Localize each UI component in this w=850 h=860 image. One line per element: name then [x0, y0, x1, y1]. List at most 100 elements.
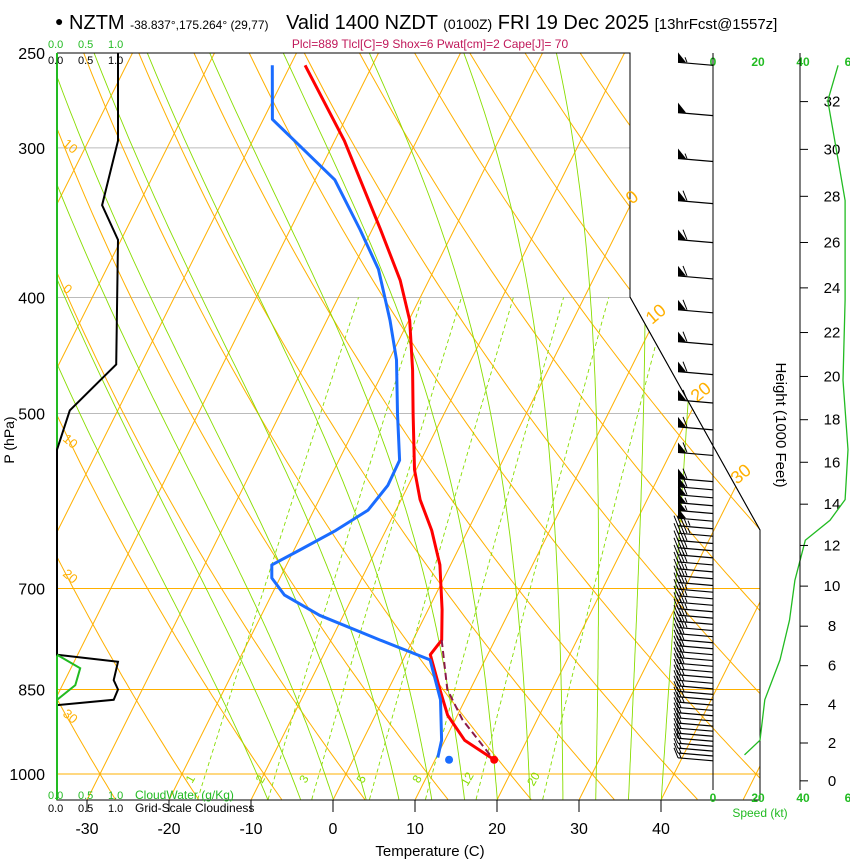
dry-adiabat [662, 53, 760, 800]
wind-barb-part [677, 656, 714, 662]
wind-barb-part [673, 617, 679, 628]
thermo-grid [0, 0, 760, 800]
moist-adiabat [102, 53, 433, 800]
pressure-tick-label: 300 [18, 141, 45, 158]
wind-barb-part [673, 647, 679, 658]
station-dot-icon: ● [55, 13, 64, 29]
wind-barb-part [679, 598, 685, 609]
isotherm [496, 53, 760, 800]
isotherm [57, 53, 109, 800]
wind-barb-part [677, 706, 714, 712]
wind-barb-icon [673, 530, 714, 545]
wind-barb-part [677, 651, 714, 656]
cloud-axis-label: 1.0 [108, 803, 123, 815]
wind-barb-part [677, 685, 714, 690]
temperature-tick-label: 30 [570, 821, 588, 838]
wind-barb-icon [673, 572, 714, 587]
wind-barb-icon [673, 718, 714, 732]
wind-barb-part [681, 680, 685, 687]
wind-barb-icon [673, 681, 714, 695]
dry-adiabat [455, 53, 760, 800]
wind-barb-part [678, 190, 686, 201]
wind-barb-part [676, 658, 682, 670]
wind-barb-icon [673, 641, 714, 656]
dry-adiabat [196, 53, 760, 800]
height-tick-label: 32 [824, 94, 841, 111]
plot-frame [56, 52, 761, 801]
dry-adiabat [57, 53, 283, 800]
height-tick-label: 26 [824, 234, 841, 251]
height-tick-label: 6 [828, 658, 836, 675]
wind-barb-part [684, 597, 688, 603]
speed-tick-label-top: 6 [845, 55, 850, 69]
wind-barb-part [682, 530, 688, 541]
wind-barb-part [673, 697, 679, 708]
wind-barb-part [682, 299, 688, 311]
wind-barb-part [682, 468, 688, 479]
wind-barb-part [678, 747, 682, 754]
mixing-ratio-line [425, 297, 565, 800]
wind-barb-part [677, 747, 714, 752]
wind-barb-part [676, 686, 682, 697]
wind-barb-part [677, 690, 714, 695]
wind-barb-part [677, 701, 714, 706]
wind-barb-part [677, 502, 714, 507]
wind-barb-part [682, 537, 688, 548]
temperature-tick-label: -10 [239, 821, 262, 838]
wind-barb-part [673, 737, 679, 749]
side-panels [56, 52, 849, 790]
wind-barb-part [679, 611, 685, 622]
mixing-ratio-line [267, 297, 423, 800]
cloud-axis-label: 1.0 [108, 790, 123, 802]
wind-barb-part [682, 361, 688, 372]
cloud-axis-label: 1.0 [108, 55, 123, 67]
cloud-axis-label: 0.0 [48, 55, 63, 67]
wind-barb-part [677, 595, 714, 600]
wind-barb-icon [677, 361, 714, 376]
wind-barb-icon [673, 670, 714, 684]
wind-barb-icon [677, 476, 714, 491]
wind-barb-part [678, 742, 682, 749]
wind-barb-part [677, 722, 714, 727]
temperature-tick-label: 10 [406, 821, 424, 838]
wind-barb-part [678, 752, 682, 759]
wind-barb-part [676, 653, 682, 664]
wind-barb-icon [673, 635, 714, 650]
wind-barb-icon [673, 737, 714, 752]
wind-barb-icon [673, 697, 714, 712]
wind-barb-icon [673, 733, 714, 747]
isotherm-label-left: 30 [60, 706, 81, 727]
wind-barb-part [681, 691, 685, 697]
wind-barb-part [679, 585, 685, 596]
wind-barb-part [678, 476, 686, 487]
moist-adiabat [57, 53, 269, 800]
height-tick-label: 18 [824, 412, 841, 429]
mixing-ratio-label: 12 [458, 769, 477, 788]
speed-tick-label-bottom: 20 [751, 791, 765, 805]
wind-barb-part [684, 505, 688, 511]
cloud-axis-label: 0.5 [78, 803, 93, 815]
wind-barb-part [679, 653, 685, 664]
mixing-ratio-line [311, 297, 462, 800]
temperature-tick-label: 40 [652, 821, 670, 838]
wind-barb-icon [677, 500, 714, 515]
wind-barb-part [684, 577, 688, 583]
title-bar: ● NZTM -38.837°,175.264° (29,77) Valid 1… [55, 12, 777, 35]
wind-barb-part [682, 265, 688, 277]
wind-barb-part [673, 635, 679, 646]
cloudwater-axis-title: CloudWater (g/Kg) [135, 788, 234, 802]
wind-barb-part [676, 617, 682, 628]
isotherm [0, 0, 27, 799]
wind-barb-part [676, 733, 682, 744]
wind-barb-part [679, 592, 685, 603]
height-tick-label: 16 [824, 454, 841, 471]
wind-barb-part [681, 686, 685, 692]
wind-barb-part [677, 696, 714, 701]
wind-barb-part [673, 653, 679, 664]
wind-barb-part [679, 565, 685, 576]
wind-barb-part [678, 361, 686, 372]
wind-barb-part [684, 570, 688, 576]
wind-barb-part [677, 626, 714, 632]
